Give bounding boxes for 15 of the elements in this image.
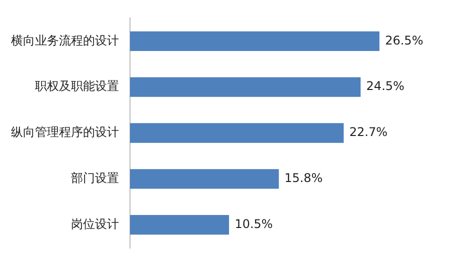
bar [130,215,230,235]
data-label: 26.5% [385,33,424,48]
data-label: 24.5% [366,79,404,94]
bar [130,169,279,189]
data-label: 22.7% [349,125,388,140]
y-tick-label: 横向业务流程的设计 [11,33,119,48]
bar [130,123,344,143]
data-label: 15.8% [284,171,323,186]
y-tick-label: 纵向管理程序的设计 [11,125,119,140]
y-tick-label: 职权及职能设置 [35,79,119,94]
y-tick-label: 部门设置 [71,171,119,186]
data-label: 10.5% [234,216,273,231]
bar [130,77,361,97]
bar [130,31,380,51]
y-tick-label: 岗位设计 [71,216,119,231]
